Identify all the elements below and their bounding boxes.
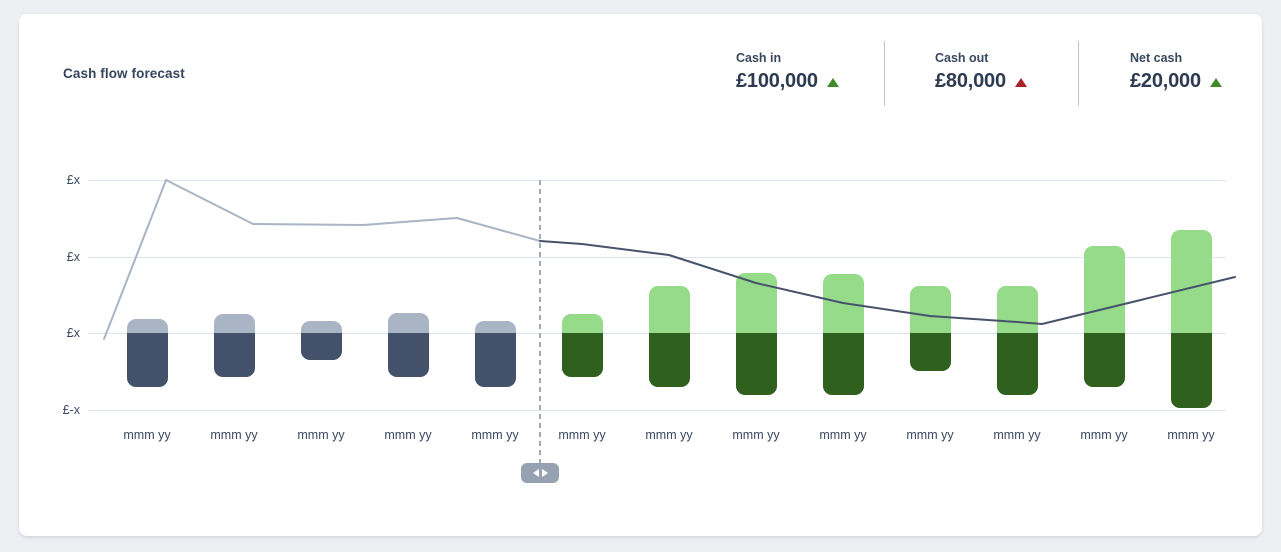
bar-cash-in-segment[interactable] <box>213 314 255 333</box>
y-axis-tick-label: £x <box>66 250 80 264</box>
bar-cash-out-segment[interactable] <box>735 333 777 395</box>
bar-cash-out-segment[interactable] <box>474 333 516 387</box>
bar-cash-out-segment[interactable] <box>648 333 690 387</box>
x-axis-tick-label: mmm yy <box>993 428 1041 442</box>
bar-cash-out-segment[interactable] <box>822 333 864 395</box>
stat-net-cash-value: £20,000 <box>1130 70 1201 92</box>
x-axis-tick-label: mmm yy <box>384 428 432 442</box>
bar-cash-out-segment[interactable] <box>126 333 168 387</box>
y-axis-tick-label: £x <box>66 326 80 340</box>
arrow-right-icon <box>541 469 548 477</box>
x-axis-tick-label: mmm yy <box>1080 428 1128 442</box>
stat-cash-out-value: £80,000 <box>935 70 1006 92</box>
bar-cash-in-segment[interactable] <box>735 273 777 333</box>
arrow-left-icon <box>532 469 539 477</box>
x-axis-tick-label: mmm yy <box>1167 428 1215 442</box>
bar-cash-in-segment[interactable] <box>648 286 690 333</box>
trend-up-icon <box>1014 77 1027 87</box>
cash-flow-card: Cash flow forecast Cash in £100,000 Cash… <box>19 14 1262 536</box>
trend-up-icon <box>1209 77 1222 87</box>
stat-cash-in-label: Cash in <box>736 51 782 65</box>
bar-cash-out-segment[interactable] <box>213 333 255 377</box>
stat-cash-in: Cash in £100,000 <box>736 50 839 93</box>
stat-cash-out: Cash out £80,000 <box>935 50 1027 93</box>
bar-cash-in-segment[interactable] <box>561 314 603 333</box>
stat-divider <box>884 41 885 106</box>
bar-cash-in-segment[interactable] <box>387 313 429 333</box>
x-axis-tick-label: mmm yy <box>471 428 519 442</box>
stat-net-cash: Net cash £20,000 <box>1130 50 1222 93</box>
card-title: Cash flow forecast <box>63 66 185 81</box>
bar-cash-in-segment[interactable] <box>909 286 951 333</box>
cash-flow-chart: £x £x £x £-x mmm yy mmm yy mmm yy mmm yy mmm yy m… <box>19 14 1262 536</box>
x-axis-tick-label: mmm yy <box>732 428 780 442</box>
bar-cash-out-segment[interactable] <box>996 333 1038 395</box>
bar-cash-in-segment[interactable] <box>996 286 1038 333</box>
bar-cash-in-segment[interactable] <box>474 321 516 333</box>
trend-up-icon <box>826 77 839 87</box>
bar-cash-out-segment[interactable] <box>1170 333 1212 408</box>
x-axis-tick-label: mmm yy <box>297 428 345 442</box>
gridline <box>88 180 1226 181</box>
x-axis-tick-label: mmm yy <box>645 428 693 442</box>
bar-cash-out-segment[interactable] <box>1083 333 1125 387</box>
x-axis-tick-label: mmm yy <box>558 428 606 442</box>
bar-cash-in-segment[interactable] <box>1170 230 1212 333</box>
bar-cash-out-segment[interactable] <box>909 333 951 371</box>
bar-cash-in-segment[interactable] <box>1083 246 1125 333</box>
gridline <box>88 410 1226 411</box>
bar-cash-in-segment[interactable] <box>300 321 342 333</box>
bar-cash-in-segment[interactable] <box>822 274 864 333</box>
stat-cash-in-value: £100,000 <box>736 70 818 92</box>
bar-cash-out-segment[interactable] <box>387 333 429 377</box>
balance-lines <box>103 179 1236 340</box>
gridline <box>88 257 1226 258</box>
stat-cash-out-label: Cash out <box>935 51 989 65</box>
x-axis-tick-label: mmm yy <box>123 428 171 442</box>
balance-line-forecast <box>539 240 1236 325</box>
balance-line-actual <box>103 179 541 340</box>
bar-cash-out-segment[interactable] <box>300 333 342 360</box>
x-axis-tick-label: mmm yy <box>210 428 258 442</box>
y-axis-tick-label: £-x <box>62 403 80 417</box>
x-axis-tick-label: mmm yy <box>906 428 954 442</box>
forecast-divider-handle[interactable] <box>521 463 559 483</box>
x-axis-tick-label: mmm yy <box>819 428 867 442</box>
forecast-divider-line <box>539 180 541 465</box>
y-axis-tick-label: £x <box>66 173 80 187</box>
stat-divider <box>1078 41 1079 106</box>
bar-cash-in-segment[interactable] <box>126 319 168 333</box>
bar-cash-out-segment[interactable] <box>561 333 603 377</box>
stat-net-cash-label: Net cash <box>1130 51 1183 65</box>
